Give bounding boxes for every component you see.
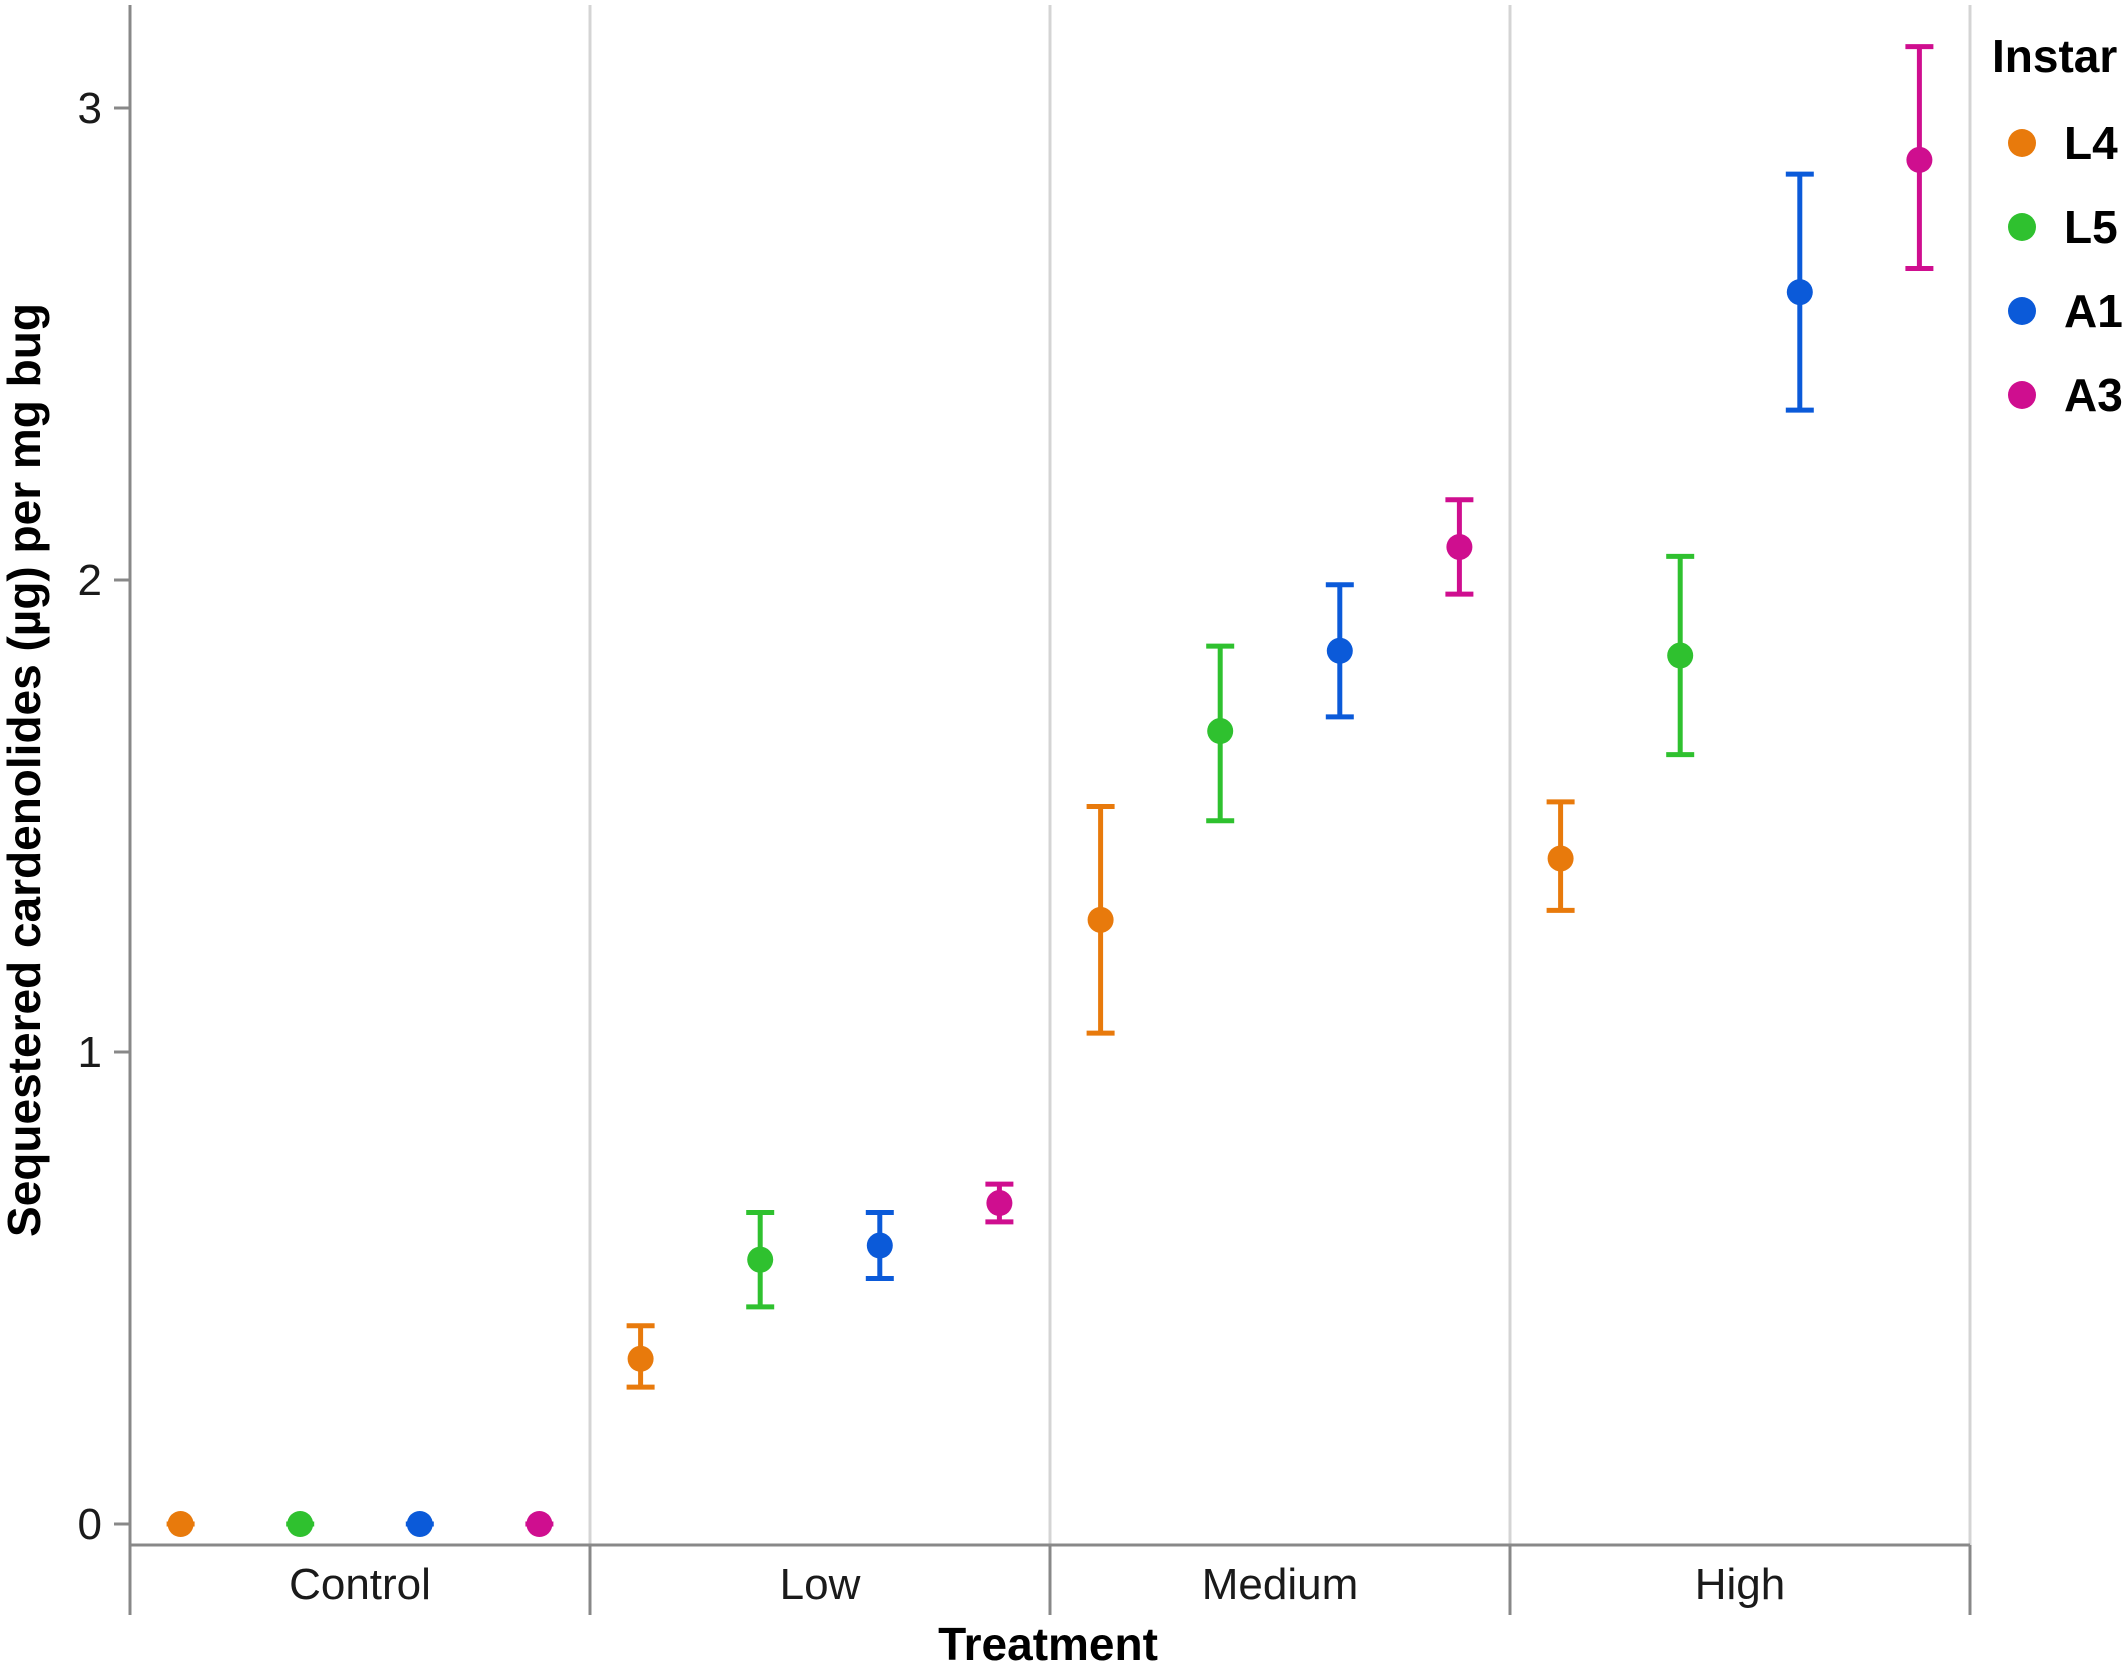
y-axis-title: Sequestered cardenolides (µg) per mg bug <box>0 303 50 1237</box>
point-marker <box>1786 279 1813 306</box>
data-point-l5-medium <box>1206 643 1235 824</box>
legend-swatch <box>2008 129 2036 157</box>
point-marker <box>866 1232 893 1259</box>
point-marker <box>287 1511 314 1537</box>
x-tick-label-medium: Medium <box>1202 1560 1359 1609</box>
legend-swatch <box>2008 297 2036 325</box>
legend-item-a3: A3 <box>2008 369 2123 421</box>
data-point-a1-high <box>1785 171 1814 413</box>
point-marker <box>1087 906 1114 933</box>
y-tick-label: 2 <box>78 556 102 605</box>
legend-items: L4 L5 A1 A3 <box>2008 117 2123 421</box>
legend-item-l4: L4 <box>2008 117 2118 169</box>
legend-label: L4 <box>2064 117 2118 169</box>
series-l5 <box>286 553 1695 1537</box>
data-marks <box>166 44 1934 1537</box>
point-marker <box>1547 845 1574 872</box>
legend-item-l5: L5 <box>2008 201 2118 253</box>
data-point-a1-low <box>865 1209 894 1282</box>
series-a3 <box>525 44 1934 1537</box>
point-marker <box>747 1246 774 1273</box>
data-point-a3-low <box>985 1181 1014 1225</box>
point-marker <box>406 1511 433 1537</box>
legend-label: A3 <box>2064 369 2123 421</box>
point-marker <box>1446 533 1473 560</box>
legend-swatch <box>2008 381 2036 409</box>
data-point-l5-low <box>746 1209 775 1310</box>
point-marker <box>986 1190 1013 1217</box>
point-marker <box>526 1511 553 1537</box>
data-point-a3-high <box>1905 44 1934 271</box>
data-point-l4-medium <box>1086 804 1115 1036</box>
data-point-l4-high <box>1546 799 1575 913</box>
legend-swatch <box>2008 213 2036 241</box>
axes: 0 1 2 3 Control Low Medium High <box>78 5 1972 1615</box>
y-tick-label: 0 <box>78 1500 102 1549</box>
y-tick-label: 1 <box>78 1028 102 1077</box>
series-l4 <box>166 799 1575 1537</box>
data-point-l4-control <box>166 1511 195 1537</box>
data-point-l5-control <box>286 1511 315 1537</box>
data-point-a1-medium <box>1325 582 1354 720</box>
point-marker <box>167 1511 194 1537</box>
data-point-a1-control <box>405 1511 434 1537</box>
point-marker <box>1326 637 1353 664</box>
x-tick-label-control: Control <box>289 1560 431 1609</box>
point-marker <box>627 1345 654 1372</box>
data-point-a3-control <box>525 1511 554 1537</box>
data-point-a3-medium <box>1445 497 1474 597</box>
data-point-l4-low <box>626 1323 655 1390</box>
x-tick-label-high: High <box>1695 1560 1786 1609</box>
x-axis-title: Treatment <box>938 1618 1158 1665</box>
legend-label: A1 <box>2064 285 2123 337</box>
legend-title: Instar <box>1992 30 2117 82</box>
series-a1 <box>405 171 1814 1537</box>
x-tick-label-low: Low <box>780 1560 861 1609</box>
legend-item-a1: A1 <box>2008 285 2123 337</box>
data-point-l5-high <box>1666 553 1695 758</box>
point-marker <box>1207 718 1234 745</box>
legend-label: L5 <box>2064 201 2118 253</box>
gridlines <box>588 5 1972 1545</box>
point-marker <box>1667 642 1694 669</box>
legend: Instar L4 L5 A1 A3 <box>1992 30 2123 421</box>
point-marker <box>1906 146 1933 173</box>
y-tick-label: 3 <box>78 84 102 133</box>
